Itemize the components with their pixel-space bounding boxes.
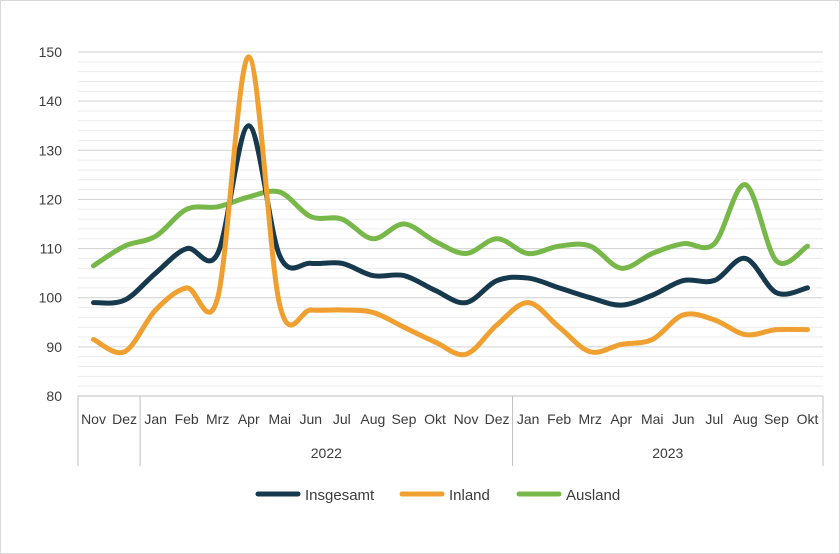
y-tick-label: 100 (39, 290, 63, 306)
x-tick-label: Mai (268, 411, 291, 427)
legend-label: Inland (449, 487, 490, 504)
year-label: 2022 (311, 445, 342, 461)
x-tick-label: Jul (333, 411, 351, 427)
y-tick-label: 80 (46, 388, 62, 404)
axes (77, 395, 824, 466)
x-tick-label: Sep (764, 411, 789, 427)
x-tick-label: Nov (81, 411, 106, 427)
x-tick-label: Dez (485, 411, 510, 427)
y-tick-label: 150 (39, 44, 63, 60)
x-tick-label: Aug (733, 411, 758, 427)
x-tick-label: Jun (672, 411, 695, 427)
x-tick-label: Okt (424, 411, 446, 427)
x-tick-label: Nov (454, 411, 479, 427)
y-tick-label: 140 (39, 93, 63, 109)
x-tick-label: Okt (797, 411, 819, 427)
x-tick-label: Mai (641, 411, 664, 427)
x-tick-label: Mrz (206, 411, 229, 427)
legend-label: Insgesamt (305, 487, 375, 504)
x-axis-ticks: Nov Dez Jan Feb Mrz Apr Mai Jun Jul Aug Sep Okt Nov D… (81, 411, 818, 427)
year-label: 2023 (652, 445, 683, 461)
x-tick-label: Dez (112, 411, 137, 427)
x-tick-label: Sep (391, 411, 416, 427)
y-tick-label: 130 (39, 142, 63, 158)
legend-label: Ausland (566, 487, 620, 504)
y-tick-label: 110 (40, 241, 63, 257)
gridlines (78, 51, 823, 387)
x-tick-label: Feb (547, 411, 571, 427)
x-tick-label: Aug (360, 411, 385, 427)
legend: Insgesamt Inland Ausland (255, 487, 620, 504)
y-tick-label: 120 (39, 191, 63, 207)
series-lines (91, 54, 810, 358)
y-axis-ticks: 80 90 100 110 120 130 140 150 (39, 44, 63, 404)
x-tick-label: Mrz (579, 411, 602, 427)
series-line-insgesamt (91, 123, 810, 308)
year-labels: 2022 2023 (311, 445, 684, 461)
x-tick-label: Apr (610, 411, 632, 427)
y-tick-label: 90 (46, 339, 62, 355)
series-line-ausland (91, 182, 810, 271)
x-tick-label: Jun (300, 411, 323, 427)
x-tick-label: Jan (517, 411, 540, 427)
x-tick-label: Jul (705, 411, 723, 427)
x-tick-label: Jan (144, 411, 167, 427)
series-line-inland (91, 54, 810, 358)
x-tick-label: Feb (175, 411, 199, 427)
x-tick-label: Apr (238, 411, 260, 427)
